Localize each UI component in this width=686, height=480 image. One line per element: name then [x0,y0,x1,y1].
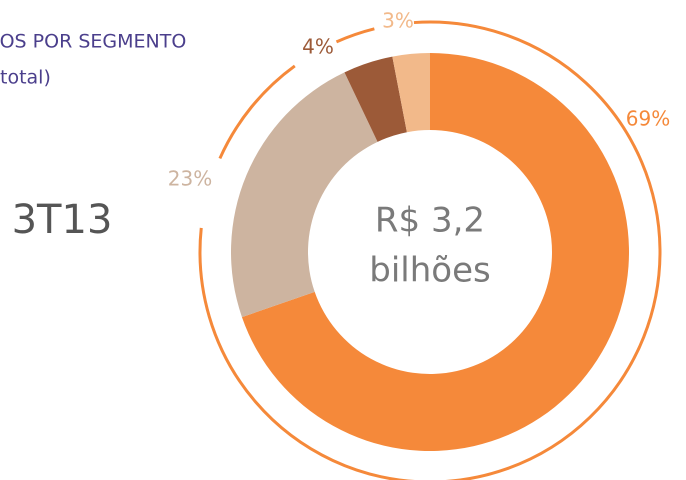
donut-slice [230,72,378,318]
data-label: 69% [626,107,670,131]
data-label: 23% [168,167,212,191]
period-label: 3T13 [12,197,113,243]
data-label: 3% [382,9,414,33]
outer-ring [198,20,662,480]
donut-slice [392,53,430,133]
chart-subtitle: total) [0,67,51,89]
ring-arc [218,64,296,160]
donut-slice [241,53,630,452]
center-label: R$ 3,2 [375,201,485,241]
data-label: 4% [302,35,334,59]
ring-arc [198,20,662,480]
donut [230,53,630,452]
center-label: bilhões [369,251,490,291]
ring-arc [335,27,375,44]
donut-slice [344,56,407,142]
chart-title: IOS POR SEGMENTO [0,31,186,53]
